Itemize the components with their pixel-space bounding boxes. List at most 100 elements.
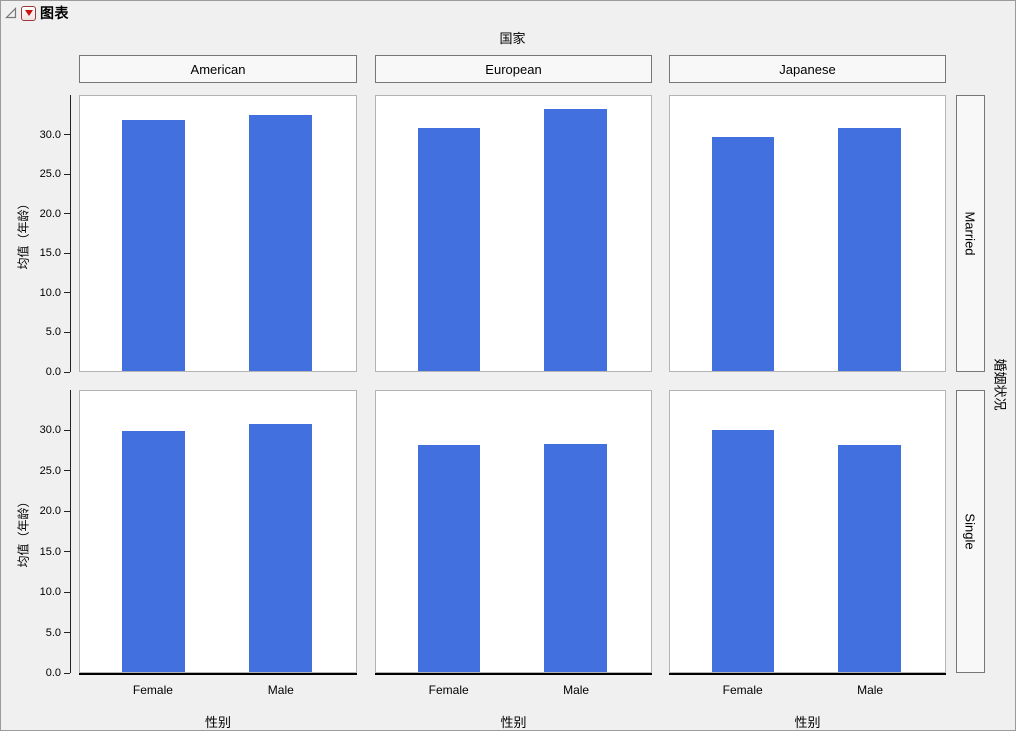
y-tick-mark	[64, 213, 70, 215]
y-tick-mark	[64, 292, 70, 294]
y-tick: 5.0	[46, 326, 70, 338]
red-triangle-menu-button[interactable]	[21, 5, 36, 21]
facet-row-header-single: Single	[956, 390, 985, 673]
y-tick-label: 30.0	[39, 424, 61, 437]
y-axis-title-text: 均值（年龄）	[16, 197, 31, 270]
facet-column-header-label: Japanese	[779, 61, 836, 77]
x-tick-female: Female	[428, 683, 469, 697]
report-title: 图表	[40, 5, 69, 21]
plot-panel-married-japanese[interactable]	[669, 95, 946, 372]
y-tick-mark	[64, 173, 70, 175]
x-axis-title-european: 性别	[500, 715, 527, 730]
y-tick-mark	[64, 252, 70, 254]
y-tick-label: 0.0	[45, 366, 61, 378]
y-tick-label: 10.0	[39, 286, 61, 299]
y-axis-line	[70, 390, 71, 673]
bar-male[interactable]	[838, 128, 901, 371]
facet-column-header-label: European	[485, 61, 542, 77]
y-axis-single[interactable]: 0.0 5.0 10.0 15.0 20.0 25.0 30.0	[1, 390, 71, 679]
x-axis-line[interactable]	[375, 673, 652, 675]
y-tick: 30.0	[40, 129, 70, 141]
facet-column-axis-label: 国家	[499, 31, 526, 46]
x-axis-line[interactable]	[79, 673, 357, 675]
y-tick: 15.0	[40, 546, 70, 558]
bar-female[interactable]	[711, 136, 775, 371]
x-tick-male: Male	[563, 683, 590, 697]
y-tick-mark	[64, 371, 70, 373]
x-axis-title-japanese: 性别	[794, 715, 821, 730]
disclosure-triangle-icon[interactable]	[5, 7, 17, 19]
y-tick: 10.0	[40, 287, 70, 299]
y-tick-mark	[64, 551, 70, 553]
y-axis-married[interactable]: 0.0 5.0 10.0 15.0 20.0 25.0 30.0	[1, 95, 71, 378]
bar-male[interactable]	[544, 109, 607, 371]
x-tick-male: Male	[267, 683, 294, 697]
x-axis-line[interactable]	[669, 673, 946, 675]
y-tick-label: 10.0	[39, 586, 61, 599]
y-tick-label: 25.0	[39, 464, 61, 477]
x-tick-labels-japanese: Female Male	[669, 683, 946, 697]
y-tick: 0.0	[46, 667, 70, 679]
y-tick: 15.0	[40, 247, 70, 259]
report-title-bar: 图表	[2, 2, 1014, 24]
facet-row-header-label: Single	[963, 513, 979, 550]
bar-male[interactable]	[544, 444, 607, 672]
y-tick: 30.0	[40, 424, 70, 436]
y-tick-label: 30.0	[39, 128, 61, 141]
y-tick: 25.0	[40, 168, 70, 180]
y-tick-label: 15.0	[39, 247, 61, 260]
y-tick-mark	[64, 470, 70, 472]
y-axis-line	[70, 95, 71, 372]
plot-panel-single-japanese[interactable]	[669, 390, 946, 673]
y-tick-mark	[64, 632, 70, 634]
facet-column-header-label: American	[190, 61, 246, 77]
y-tick-label: 15.0	[39, 545, 61, 558]
bar-female[interactable]	[121, 431, 185, 672]
bar-male[interactable]	[248, 423, 312, 672]
bar-female[interactable]	[417, 444, 481, 672]
bar-female[interactable]	[711, 430, 775, 672]
bar-male[interactable]	[838, 444, 901, 672]
x-tick-labels-european: Female Male	[375, 683, 652, 697]
y-tick: 5.0	[46, 627, 70, 639]
y-tick-label: 20.0	[39, 505, 61, 518]
y-tick-label: 25.0	[39, 168, 61, 181]
y-tick-mark	[64, 429, 70, 431]
facet-row-header-label: Married	[963, 211, 979, 256]
y-tick-label: 5.0	[45, 626, 61, 639]
y-tick: 20.0	[40, 208, 70, 220]
y-tick: 10.0	[40, 586, 70, 598]
y-tick: 25.0	[40, 465, 70, 477]
facet-row-axis-label: 婚姻状况	[990, 95, 1012, 673]
x-tick-female: Female	[722, 683, 763, 697]
y-tick-label: 5.0	[45, 326, 61, 339]
bar-male[interactable]	[248, 114, 312, 371]
facet-column-header-japanese: Japanese	[669, 55, 946, 83]
y-tick: 0.0	[46, 366, 70, 378]
y-tick-mark	[64, 591, 70, 593]
x-tick-labels-american: Female Male	[79, 683, 357, 697]
plot-panel-single-european[interactable]	[375, 390, 652, 673]
plot-panel-married-european[interactable]	[375, 95, 652, 372]
facet-row-axis-label-text: 婚姻状况	[992, 357, 1008, 411]
y-tick-label: 0.0	[45, 667, 61, 679]
bar-female[interactable]	[417, 128, 481, 371]
facet-column-header-american: American	[79, 55, 357, 83]
plot-panel-single-american[interactable]	[79, 390, 357, 673]
x-tick-female: Female	[132, 683, 173, 697]
y-axis-title-single: 均值（年龄）	[15, 390, 31, 673]
y-tick-mark	[64, 510, 70, 512]
x-tick-male: Male	[857, 683, 884, 697]
x-axis-title-american: 性别	[204, 715, 231, 730]
bar-female[interactable]	[121, 120, 185, 371]
y-axis-title-married: 均值（年龄）	[15, 95, 31, 372]
y-axis-title-text: 均值（年龄）	[16, 495, 31, 568]
facet-column-header-european: European	[375, 55, 652, 83]
y-tick-mark	[64, 331, 70, 333]
y-tick-label: 20.0	[39, 207, 61, 220]
plot-panel-married-american[interactable]	[79, 95, 357, 372]
facet-row-header-married: Married	[956, 95, 985, 372]
y-tick-mark	[64, 672, 70, 674]
red-triangle-icon	[24, 10, 33, 16]
